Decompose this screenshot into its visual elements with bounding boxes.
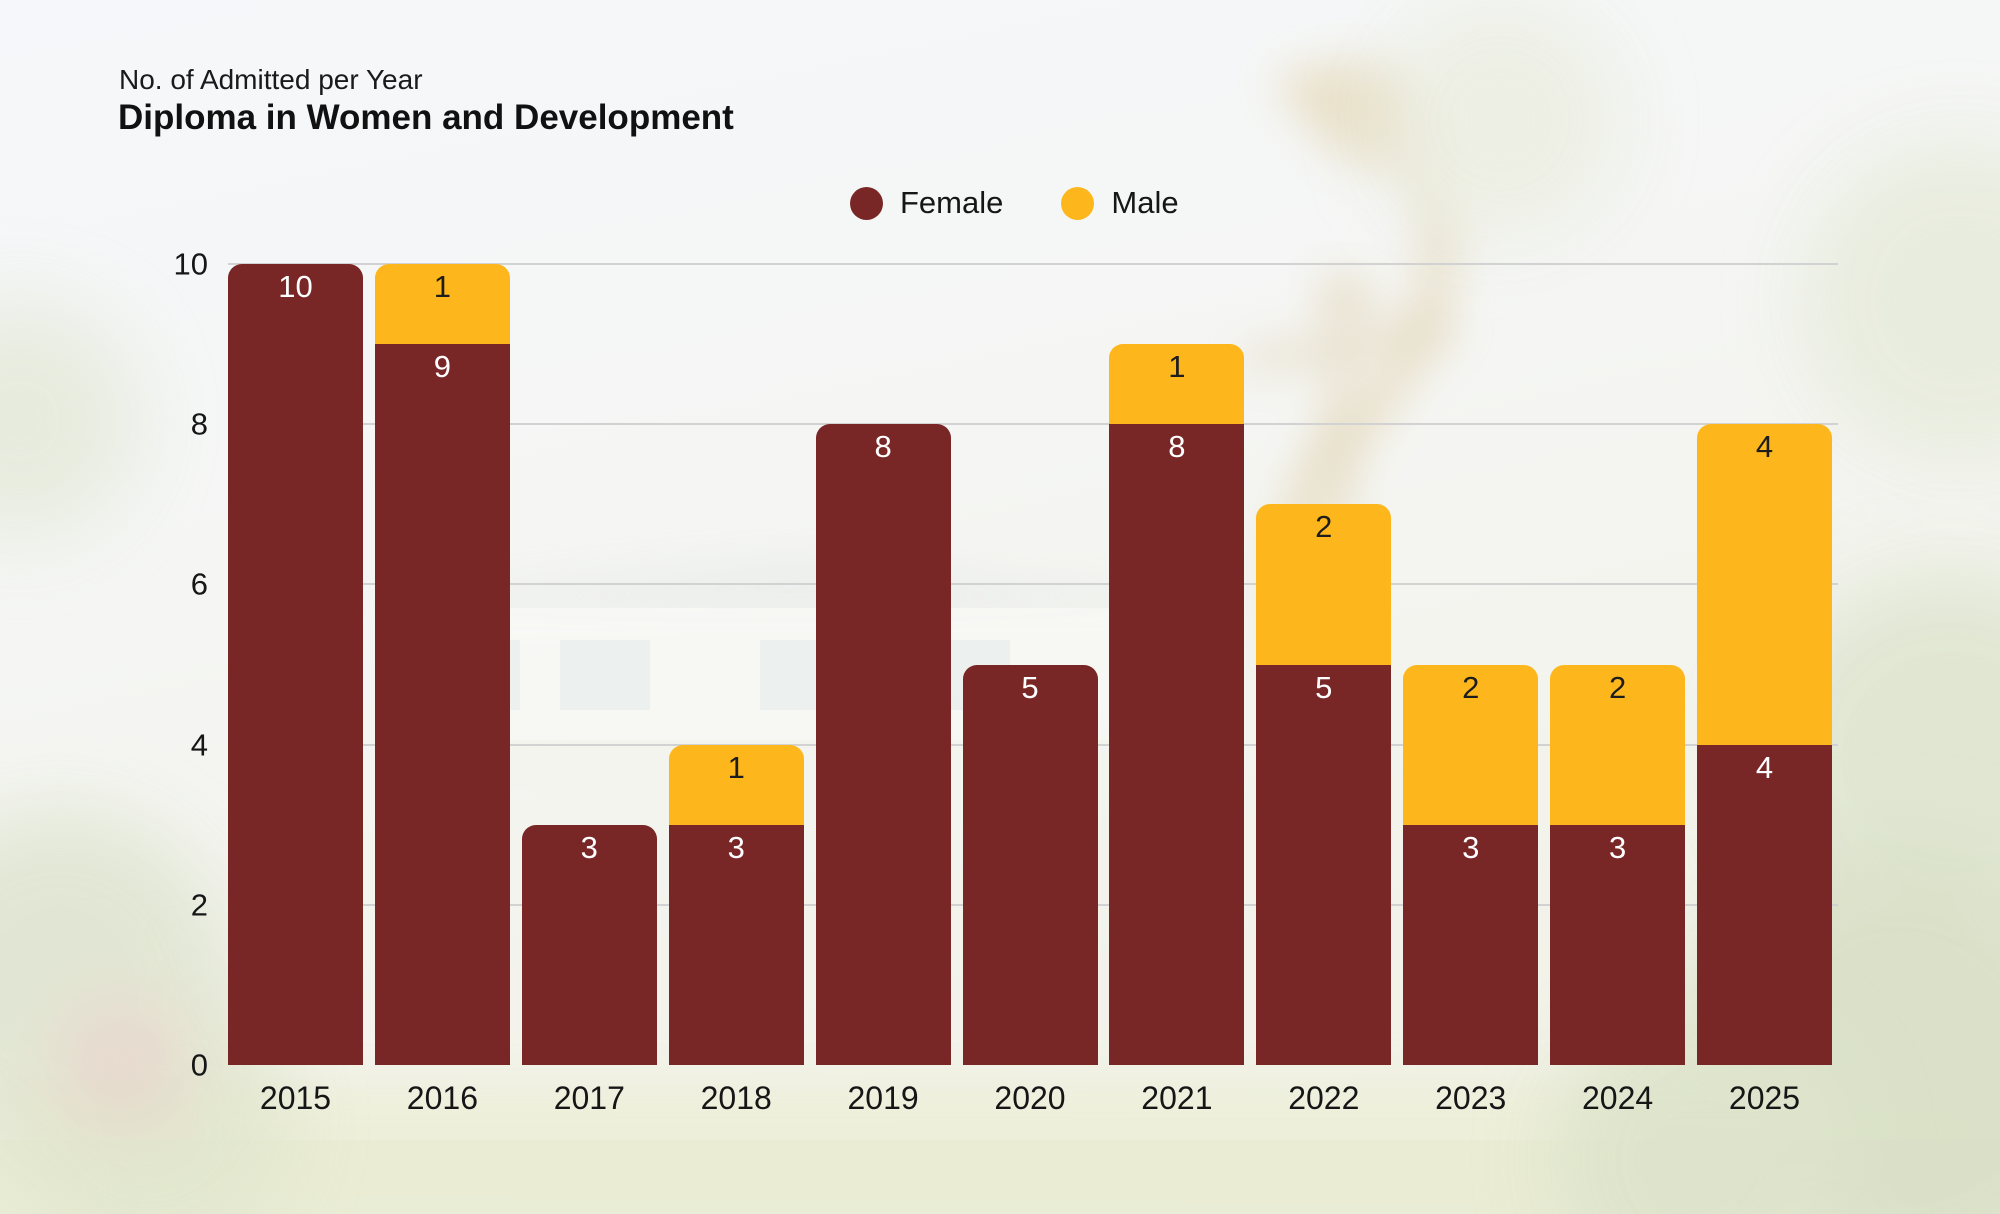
x-tick-label-2019: 2019 — [847, 1080, 919, 1116]
chart-subtitle: No. of Admitted per Year — [119, 64, 423, 95]
plot-area: 0 2 4 6 8 10 10 1 9 3 1 3 8 5 1 8 2 5 2 3 2 3 4 4 2015 2016 2017… — [174, 249, 1838, 1116]
legend-male-label: Male — [1111, 185, 1179, 220]
y-tick-label-10: 10 — [173, 246, 208, 282]
y-tick-label-0: 0 — [190, 1047, 208, 1083]
bar-2019: 8 — [815, 424, 951, 1065]
x-tick-label-2022: 2022 — [1288, 1080, 1360, 1116]
bar-2018-female-value-label: 3 — [727, 829, 745, 865]
x-tick-label-2017: 2017 — [553, 1080, 625, 1116]
bar-2024-female-segment[interactable]: 3 — [1550, 824, 1686, 1065]
bar-2016-male-value-label: 1 — [433, 269, 452, 304]
x-tick-label-2024: 2024 — [1582, 1080, 1654, 1116]
bar-2023-female-value-label: 3 — [1462, 829, 1480, 865]
legend-item-female[interactable]: Female — [850, 185, 1003, 221]
x-tick-label-2018: 2018 — [700, 1080, 772, 1116]
legend-female-swatch-icon — [850, 186, 883, 220]
bar-2022-male-value-label: 2 — [1315, 509, 1333, 545]
y-tick-label-4: 4 — [190, 727, 208, 763]
x-tick-label-2020: 2020 — [994, 1080, 1066, 1116]
gridline-8 — [228, 423, 1838, 426]
bar-2025-female-value-label: 4 — [1755, 749, 1774, 785]
y-tick-label-2: 2 — [190, 887, 208, 923]
bar-2025-male-value-label: 4 — [1755, 429, 1774, 465]
legend-female-label: Female — [900, 185, 1004, 220]
bar-2021-male-value-label: 1 — [1168, 349, 1186, 385]
bar-2020-female-value-label: 5 — [1021, 669, 1039, 705]
bar-2023-male-segment[interactable]: 2 — [1403, 664, 1539, 825]
foliage-right — [1380, 0, 2000, 1214]
x-tick-label-2016: 2016 — [406, 1080, 478, 1116]
legend: Female Male — [850, 185, 1179, 221]
bar-2019-female-value-label: 8 — [874, 429, 892, 465]
bar-2022-male-segment[interactable]: 2 — [1256, 504, 1392, 665]
x-tick-label-2025: 2025 — [1728, 1080, 1801, 1116]
y-tick-label-6: 6 — [190, 566, 208, 602]
bar-2016-male-segment[interactable]: 1 — [374, 264, 510, 345]
bar-2024-female-value-label: 3 — [1608, 829, 1627, 865]
bar-2022-female-value-label: 5 — [1315, 669, 1333, 705]
bar-2024-male-value-label: 2 — [1608, 669, 1627, 705]
gridline-10 — [228, 263, 1838, 265]
y-tick-label-8: 8 — [190, 406, 208, 442]
bar-2019-female-segment[interactable]: 8 — [815, 424, 951, 1065]
legend-male-swatch-icon — [1061, 186, 1095, 220]
gridline-6 — [228, 583, 1838, 586]
bar-2022-female-segment[interactable]: 5 — [1256, 664, 1392, 1065]
bar-2018-male-segment[interactable]: 1 — [668, 744, 804, 825]
bar-2018-female-segment[interactable]: 3 — [668, 824, 804, 1065]
y-axis-labels: 0 2 4 6 8 10 — [58, 249, 208, 1081]
bar-2016-female-segment[interactable]: 9 — [374, 344, 510, 1065]
x-axis-labels: 2015 2016 2017 2018 2019 2020 2021 2022 2023 2024… — [228, 1078, 1838, 1138]
legend-item-male[interactable]: Male — [1061, 185, 1179, 221]
chart-title: Diploma in Women and Development — [118, 98, 734, 137]
bar-2017-female-segment[interactable]: 3 — [521, 824, 657, 1065]
x-tick-label-2015: 2015 — [259, 1080, 332, 1116]
bar-2021-male-segment[interactable]: 1 — [1109, 344, 1245, 425]
x-tick-label-2023: 2023 — [1435, 1080, 1507, 1116]
bar-2018-male-value-label: 1 — [727, 749, 745, 785]
bar-2017: 3 — [521, 824, 657, 1065]
bar-2017-female-value-label: 3 — [580, 829, 598, 865]
bar-2023-female-segment[interactable]: 3 — [1403, 824, 1539, 1065]
bar-2015-female-value-label: 10 — [278, 269, 313, 304]
bars-layer: 10 1 9 3 1 3 8 5 1 8 2 5 2 3 2 3 4 4 — [228, 264, 1838, 1065]
bar-2024-male-segment[interactable]: 2 — [1550, 664, 1686, 825]
bar-2023-male-value-label: 2 — [1462, 669, 1480, 705]
bar-2025-female-segment[interactable]: 4 — [1697, 744, 1832, 1065]
foliage-left — [0, 300, 290, 1214]
bar-2020: 5 — [962, 664, 1098, 1065]
x-tick-label-2021: 2021 — [1141, 1080, 1213, 1116]
bar-2020-female-segment[interactable]: 5 — [962, 664, 1098, 1065]
bar-2016-female-value-label: 9 — [433, 349, 452, 385]
bar-2021-female-value-label: 8 — [1168, 429, 1186, 465]
bar-2015-female-segment[interactable]: 10 — [228, 264, 363, 1065]
bar-2015: 10 — [228, 264, 363, 1065]
bar-2021-female-segment[interactable]: 8 — [1109, 424, 1245, 1065]
bar-2025-male-segment[interactable]: 4 — [1697, 424, 1832, 745]
